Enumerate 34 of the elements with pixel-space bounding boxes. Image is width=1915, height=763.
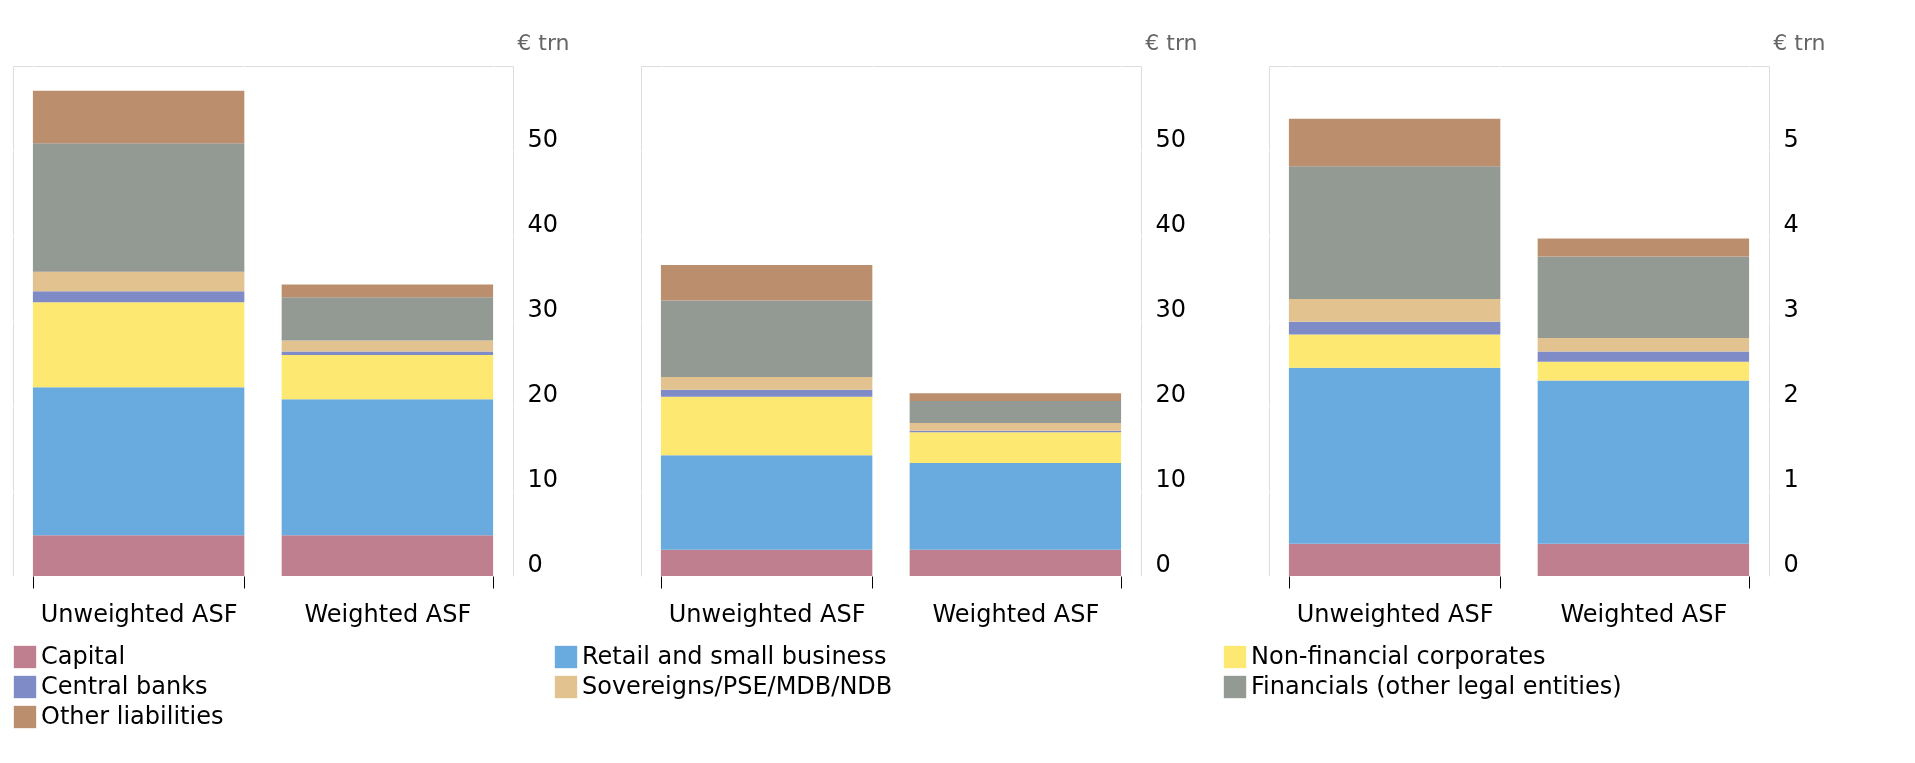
legend-label: Sovereigns/PSE/MDB/NDB (582, 672, 893, 700)
y-axis-title: € trn (517, 29, 570, 55)
y-tick-label: 50 (527, 124, 559, 153)
y-tick-label: 20 (1155, 379, 1187, 408)
legend-label: Central banks (41, 672, 208, 700)
legend-label: Capital (41, 642, 126, 670)
x-tick-label: Weighted ASF (1560, 599, 1728, 628)
legend-label: Non-financial corporates (1251, 642, 1546, 670)
y-tick-label: 30 (527, 294, 559, 323)
y-tick-label: 0 (1155, 549, 1171, 578)
legend-label: Retail and small business (582, 642, 887, 670)
y-tick-label: 40 (527, 209, 559, 238)
y-tick-label: 20 (527, 379, 559, 408)
y-tick-label: 4 (1783, 209, 1799, 238)
y-tick-label: 1 (1783, 464, 1799, 493)
x-tick-label: Weighted ASF (932, 599, 1100, 628)
y-tick-label: 30 (1155, 294, 1187, 323)
legend-label: Other liabilities (41, 702, 224, 730)
y-tick-label: 10 (527, 464, 559, 493)
x-tick-label: Unweighted ASF (1296, 599, 1494, 628)
y-tick-label: 40 (1155, 209, 1187, 238)
y-tick-label: 10 (1155, 464, 1187, 493)
y-tick-label: 2 (1783, 379, 1799, 408)
y-tick-label: 50 (1155, 124, 1187, 153)
y-tick-label: 0 (1783, 549, 1799, 578)
x-tick-label: Unweighted ASF (40, 599, 238, 628)
y-axis-title: € trn (1145, 29, 1198, 55)
y-axis-title: € trn (1773, 29, 1826, 55)
x-tick-label: Weighted ASF (304, 599, 472, 628)
y-tick-label: 5 (1783, 124, 1799, 153)
x-tick-label: Unweighted ASF (668, 599, 866, 628)
y-tick-label: 3 (1783, 294, 1799, 323)
legend-label: Financials (other legal entities) (1251, 672, 1622, 700)
y-tick-label: 0 (527, 549, 543, 578)
